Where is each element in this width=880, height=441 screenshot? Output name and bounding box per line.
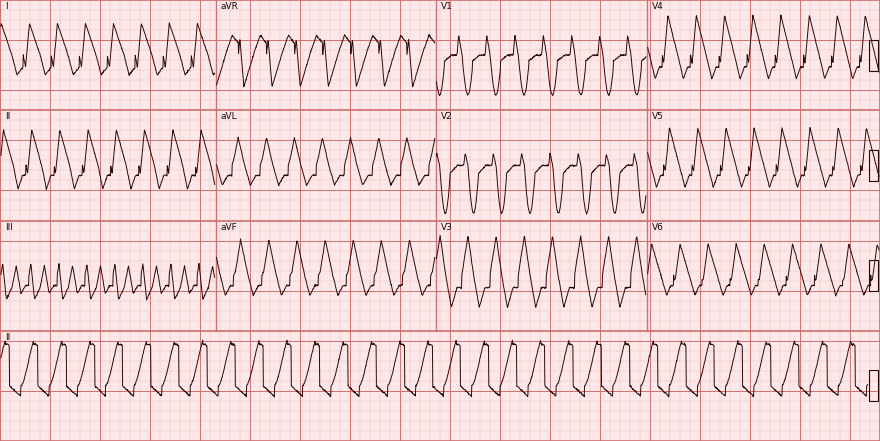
- Text: V3: V3: [441, 223, 452, 232]
- Bar: [869, 150, 878, 181]
- Text: V1: V1: [441, 2, 452, 11]
- Text: V2: V2: [441, 112, 452, 121]
- Text: V6: V6: [652, 223, 664, 232]
- Text: aVF: aVF: [221, 223, 238, 232]
- Bar: [869, 260, 878, 291]
- Text: II: II: [5, 112, 11, 121]
- Text: II: II: [5, 333, 11, 342]
- Text: I: I: [5, 2, 8, 11]
- Text: aVR: aVR: [221, 2, 238, 11]
- Text: V5: V5: [652, 112, 664, 121]
- Text: aVL: aVL: [221, 112, 238, 121]
- Text: III: III: [5, 223, 13, 232]
- Bar: [869, 370, 878, 401]
- Text: V4: V4: [652, 2, 664, 11]
- Bar: [869, 40, 878, 71]
